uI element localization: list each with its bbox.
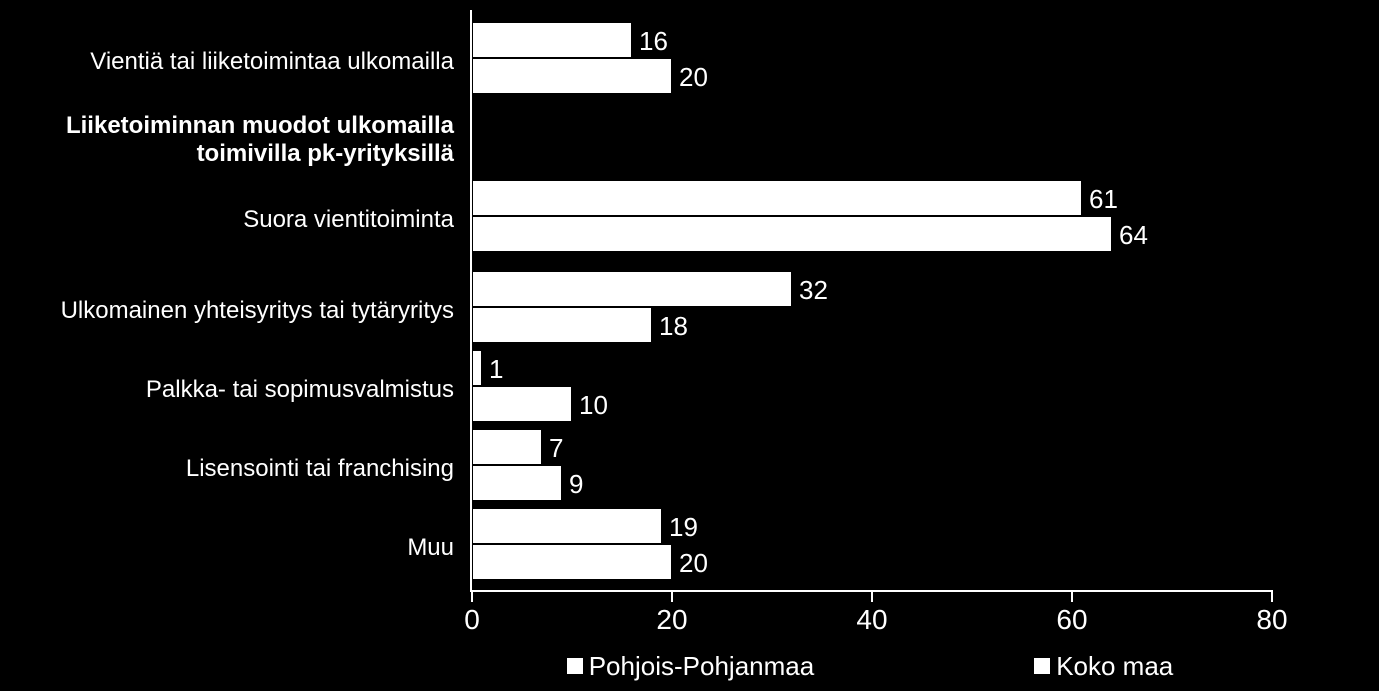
bar-value-label: 61 <box>1089 181 1118 217</box>
bar: 32 <box>472 271 792 307</box>
bar: 20 <box>472 58 672 94</box>
bar: 64 <box>472 216 1112 252</box>
bar-group: Palkka- tai sopimusvalmistus110 <box>472 350 1272 430</box>
legend-swatch-icon <box>567 658 583 674</box>
x-tick <box>871 590 873 602</box>
bar: 9 <box>472 465 562 501</box>
x-tick-label: 40 <box>856 604 887 636</box>
plot-area: 020406080Vientiä tai liiketoimintaa ulko… <box>470 10 1272 592</box>
bar-value-label: 9 <box>569 466 583 502</box>
bar-value-label: 10 <box>579 387 608 423</box>
legend-label: Pohjois-Pohjanmaa <box>589 651 814 682</box>
bar-group: Ulkomainen yhteisyritys tai tytäryritys3… <box>472 271 1272 351</box>
x-tick-label: 20 <box>656 604 687 636</box>
bar: 1 <box>472 350 482 386</box>
bar: 18 <box>472 307 652 343</box>
bar-value-label: 7 <box>549 430 563 466</box>
bar-group: Lisensointi tai franchising79 <box>472 429 1272 509</box>
bar: 16 <box>472 22 632 58</box>
bar-value-label: 16 <box>639 23 668 59</box>
bar-value-label: 64 <box>1119 217 1148 253</box>
x-tick-label: 0 <box>464 604 480 636</box>
bar-group: Suora vientitoiminta6164 <box>472 180 1272 260</box>
bar-value-label: 20 <box>679 545 708 581</box>
bar-value-label: 20 <box>679 59 708 95</box>
bar-group: Liiketoiminnan muodot ulkomailla toimivi… <box>472 110 1272 170</box>
bar-value-label: 19 <box>669 509 698 545</box>
category-label: Palkka- tai sopimusvalmistus <box>4 376 454 404</box>
bar-group: Vientiä tai liiketoimintaa ulkomailla162… <box>472 22 1272 102</box>
category-label: Muu <box>4 534 454 562</box>
x-tick <box>671 590 673 602</box>
category-label: Lisensointi tai franchising <box>4 455 454 483</box>
category-label: Vientiä tai liiketoimintaa ulkomailla <box>4 48 454 76</box>
bar-value-label: 18 <box>659 308 688 344</box>
legend-swatch-icon <box>1034 658 1050 674</box>
bar-value-label: 32 <box>799 272 828 308</box>
category-label: Ulkomainen yhteisyritys tai tytäryritys <box>4 297 454 325</box>
bar-group: Muu1920 <box>472 508 1272 588</box>
x-tick-label: 60 <box>1056 604 1087 636</box>
bar: 61 <box>472 180 1082 216</box>
legend: Pohjois-Pohjanmaa Koko maa <box>470 646 1270 686</box>
bar: 19 <box>472 508 662 544</box>
x-tick <box>1271 590 1273 602</box>
bar: 20 <box>472 544 672 580</box>
bar: 10 <box>472 386 572 422</box>
x-tick <box>1071 590 1073 602</box>
legend-item-pohjois: Pohjois-Pohjanmaa <box>567 651 814 682</box>
bar: 7 <box>472 429 542 465</box>
x-tick <box>471 590 473 602</box>
legend-label: Koko maa <box>1056 651 1173 682</box>
legend-item-kokomaa: Koko maa <box>1034 651 1173 682</box>
bar-value-label: 1 <box>489 351 503 387</box>
category-label: Suora vientitoiminta <box>4 206 454 234</box>
category-header: Liiketoiminnan muodot ulkomailla toimivi… <box>4 112 454 168</box>
x-tick-label: 80 <box>1256 604 1287 636</box>
bar-chart: 0 20 40 60 80 Vientiä tai liiketoimintaa ulko… <box>0 0 1379 691</box>
